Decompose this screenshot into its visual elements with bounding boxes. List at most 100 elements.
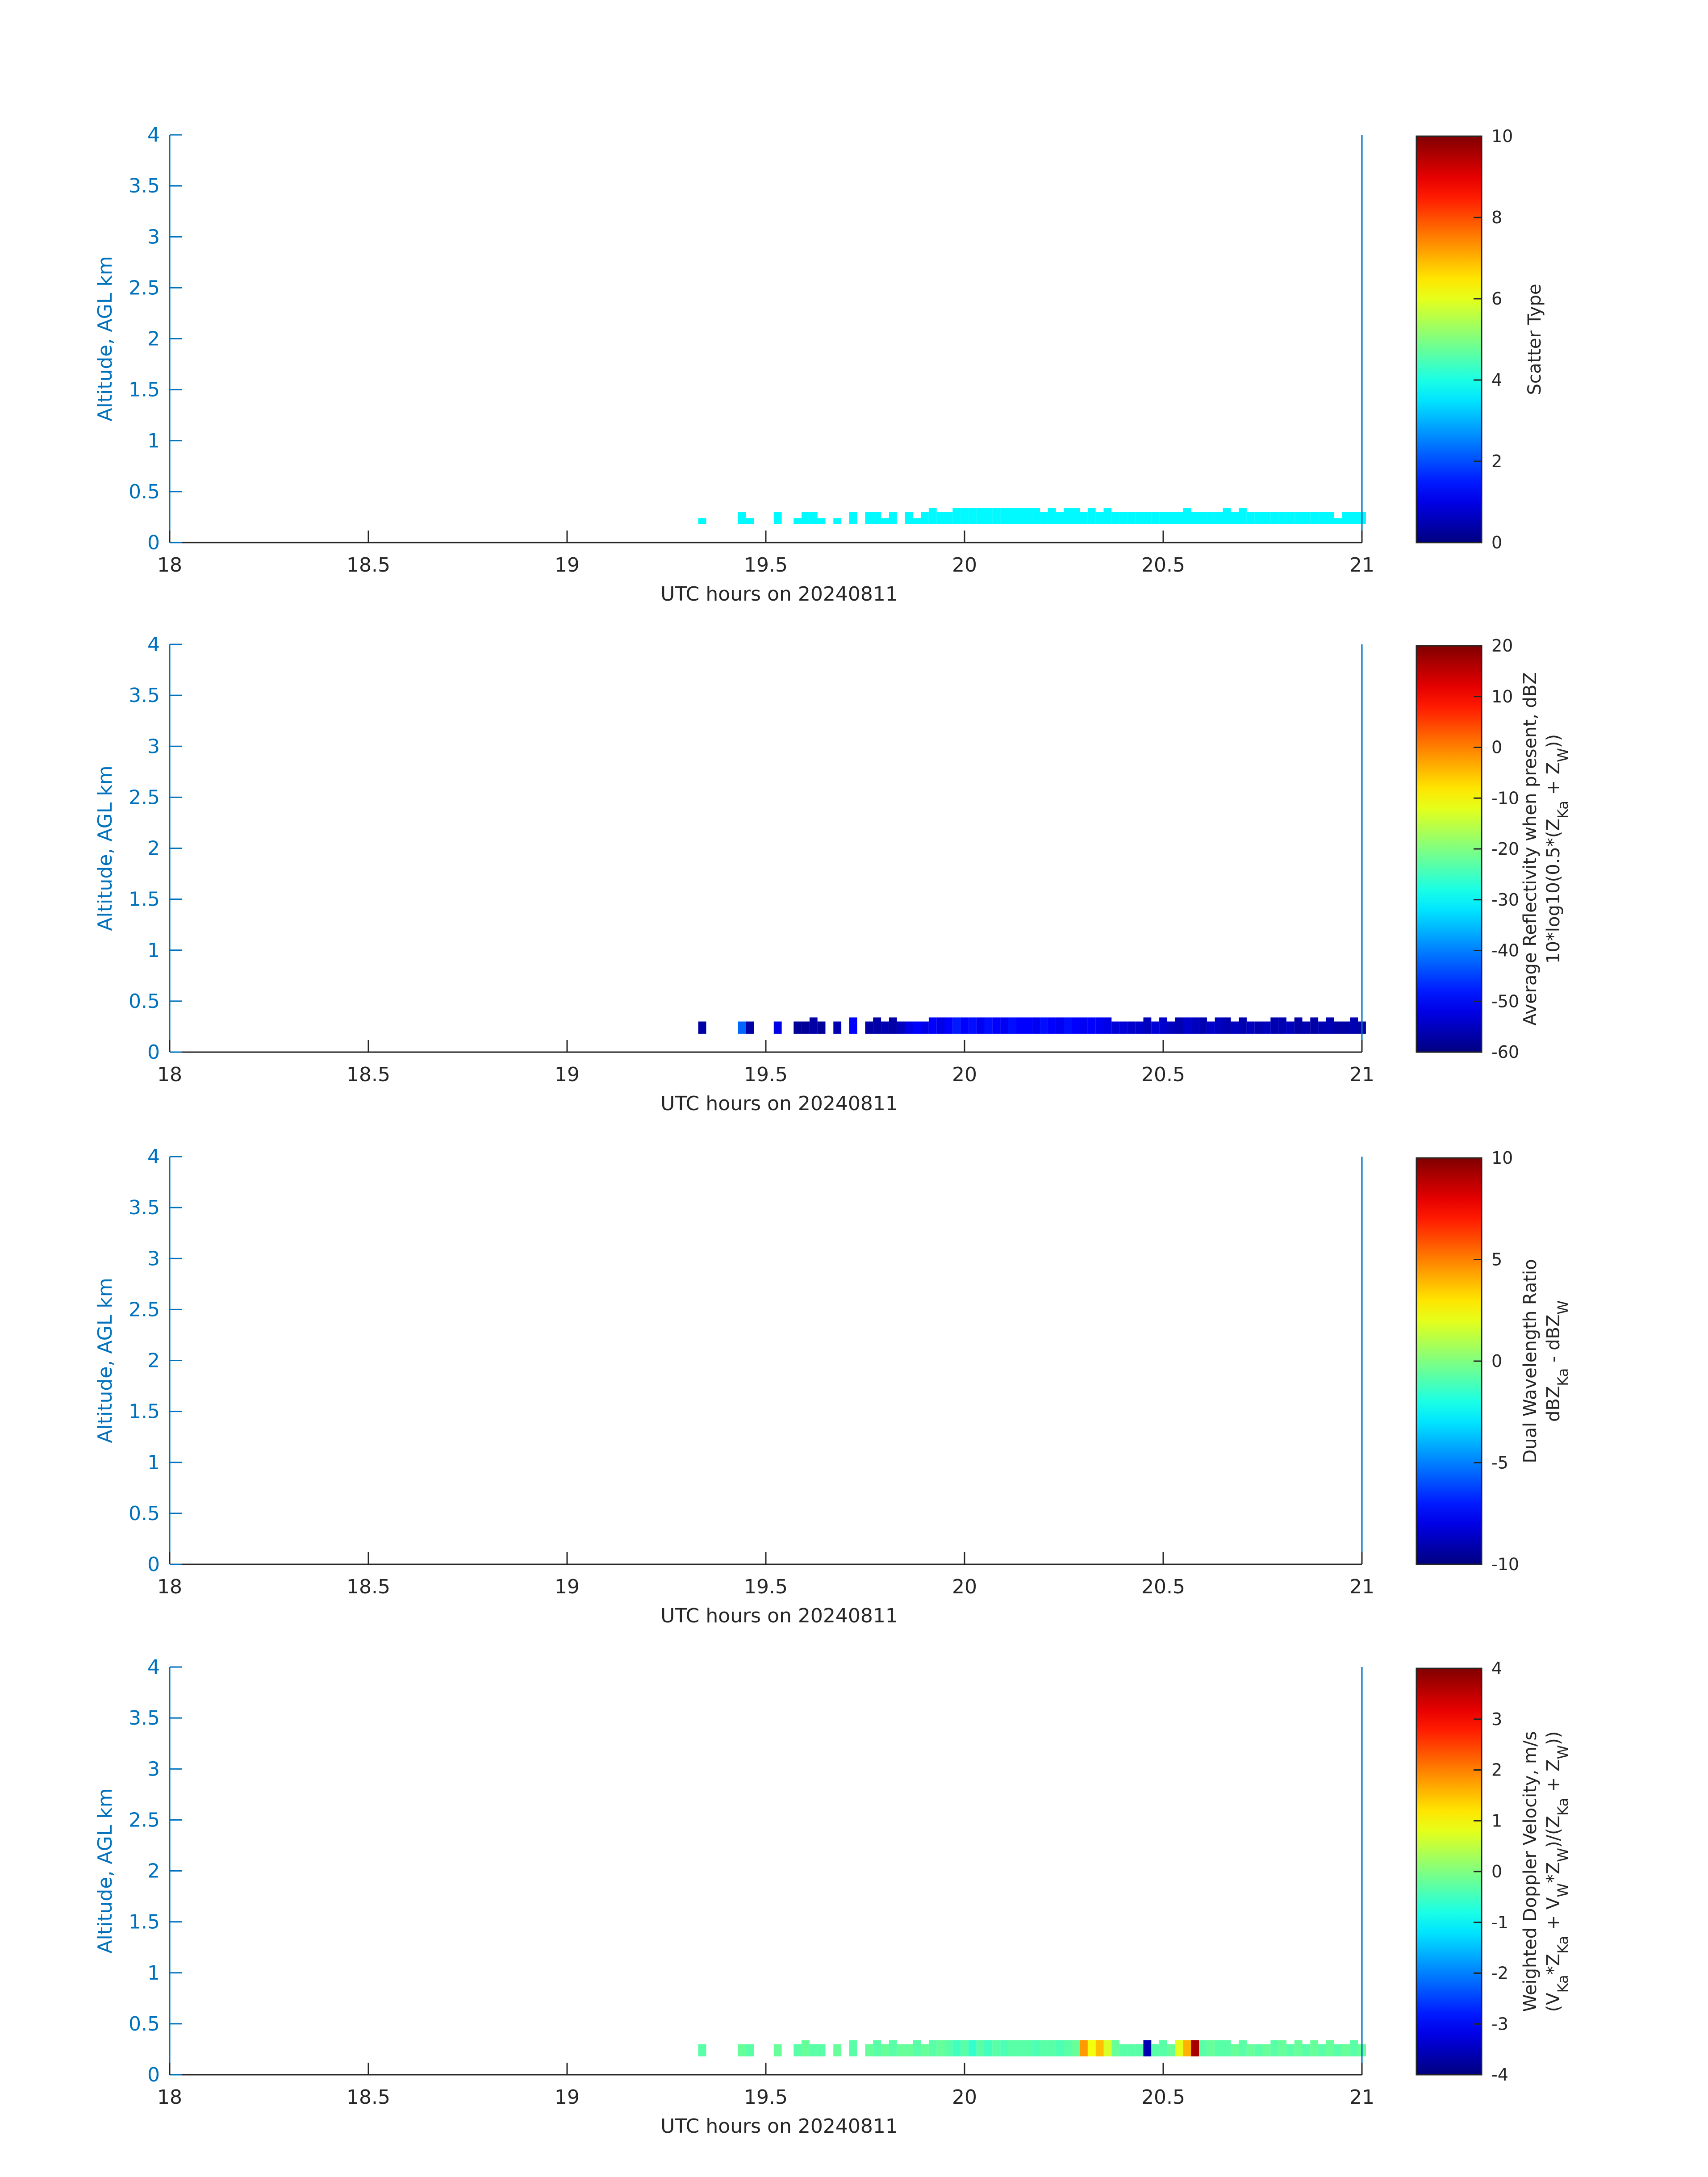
colorbar bbox=[1416, 645, 1482, 1053]
x-tick-label: 19.5 bbox=[744, 554, 788, 577]
data-cell bbox=[1175, 2040, 1183, 2056]
data-cell bbox=[1310, 2040, 1319, 2056]
data-cell bbox=[976, 508, 985, 524]
data-cell bbox=[1231, 512, 1239, 524]
y-tick-label: 2.5 bbox=[129, 1809, 160, 1831]
data-cell bbox=[1111, 2040, 1120, 2056]
data-cell bbox=[1072, 2040, 1080, 2056]
x-tick-label: 20 bbox=[952, 1575, 977, 1598]
data-cell bbox=[936, 512, 945, 524]
data-cell bbox=[984, 1017, 993, 1034]
data-cell bbox=[1087, 2040, 1096, 2056]
data-cell bbox=[992, 508, 1001, 524]
colorbar-tick-label: 10 bbox=[1491, 1148, 1513, 1168]
data-cell bbox=[1024, 508, 1032, 524]
data-cell bbox=[881, 1021, 889, 1034]
data-cell bbox=[944, 1017, 953, 1034]
colorbar-tick-label: 0 bbox=[1491, 1351, 1502, 1371]
x-tick-label: 19.5 bbox=[744, 2086, 788, 2109]
colorbar-tick-label: 0 bbox=[1491, 1862, 1502, 1881]
data-cell bbox=[1135, 512, 1144, 524]
data-cell bbox=[1223, 508, 1231, 524]
y-tick-label: 1.5 bbox=[129, 1911, 160, 1934]
y-tick-label: 0 bbox=[147, 1553, 160, 1576]
data-cell bbox=[1119, 512, 1128, 524]
y-tick-label: 1.5 bbox=[129, 1400, 160, 1423]
colorbar-tick-label: -30 bbox=[1491, 890, 1519, 910]
y-tick-label: 0.5 bbox=[129, 2013, 160, 2035]
data-cell bbox=[1254, 2044, 1263, 2056]
data-cell bbox=[1326, 2040, 1334, 2056]
data-cell bbox=[1080, 512, 1088, 524]
data-cell bbox=[1254, 512, 1263, 524]
data-cell bbox=[1016, 2040, 1024, 2056]
formula-part: + V bbox=[1543, 1897, 1564, 1936]
data-cell bbox=[921, 1021, 929, 1034]
data-cell bbox=[1143, 2040, 1152, 2056]
formula-part: 10*log10(0.5*(Z bbox=[1543, 819, 1564, 964]
data-cell bbox=[1302, 2044, 1311, 2056]
data-cell bbox=[1350, 512, 1358, 524]
data-cell bbox=[1342, 512, 1350, 524]
data-cell bbox=[944, 2040, 953, 2056]
data-cell bbox=[960, 2040, 969, 2056]
data-cell bbox=[1286, 2044, 1295, 2056]
data-cell bbox=[1143, 1017, 1152, 1034]
formula-part: Ka bbox=[1554, 1798, 1571, 1816]
data-cell bbox=[1334, 1021, 1342, 1034]
y-tick-label: 3 bbox=[147, 1758, 160, 1780]
colorbar-tick-label: 2 bbox=[1491, 451, 1502, 471]
data-cell bbox=[897, 1021, 905, 1034]
data-cell bbox=[1048, 508, 1056, 524]
x-tick-label: 18.5 bbox=[347, 1575, 390, 1598]
data-cell bbox=[1080, 1017, 1088, 1034]
colorbar bbox=[1416, 135, 1482, 543]
data-cell bbox=[793, 1021, 802, 1034]
data-cell bbox=[1310, 512, 1319, 524]
y-tick-label: 3.5 bbox=[129, 1196, 160, 1219]
data-cell bbox=[921, 512, 929, 524]
data-cell bbox=[944, 512, 953, 524]
y-tick-label: 0.5 bbox=[129, 1502, 160, 1525]
data-cell bbox=[905, 2044, 913, 2056]
data-cell bbox=[793, 2044, 802, 2056]
data-cell bbox=[833, 518, 842, 524]
data-cell bbox=[817, 2044, 826, 2056]
data-cell bbox=[1278, 512, 1286, 524]
y-tick-label: 2.5 bbox=[129, 786, 160, 809]
data-cell bbox=[921, 2044, 929, 2056]
data-cell bbox=[1231, 1021, 1239, 1034]
data-cell bbox=[698, 1021, 706, 1034]
data-cell bbox=[881, 2044, 889, 2056]
data-cell bbox=[873, 1017, 881, 1034]
y-tick-label: 1 bbox=[147, 430, 160, 452]
y-tick-label: 2 bbox=[147, 1350, 160, 1372]
data-cell bbox=[738, 2044, 746, 2056]
data-cell bbox=[889, 1017, 897, 1034]
y-tick-label: 0 bbox=[147, 531, 160, 554]
x-axis-label: UTC hours on 20240811 bbox=[660, 1605, 898, 1627]
data-cell bbox=[1223, 1017, 1231, 1034]
x-tick-label: 21 bbox=[1349, 1575, 1374, 1598]
data-cell bbox=[1103, 508, 1112, 524]
data-cell bbox=[1207, 512, 1215, 524]
data-cell bbox=[952, 2040, 961, 2056]
data-cell bbox=[905, 1021, 913, 1034]
y-tick-label: 4 bbox=[147, 1656, 160, 1679]
data-cell bbox=[1151, 1021, 1160, 1034]
data-cell bbox=[849, 2040, 857, 2056]
formula-part: W bbox=[1554, 1745, 1571, 1759]
x-tick-label: 19 bbox=[555, 2086, 580, 2109]
x-tick-label: 21 bbox=[1349, 1063, 1374, 1086]
data-cell bbox=[1215, 2040, 1223, 2056]
data-cell bbox=[1270, 512, 1279, 524]
colorbar-tick-label: -20 bbox=[1491, 839, 1519, 859]
data-cell bbox=[1199, 2040, 1207, 2056]
formula-part: *Z bbox=[1543, 1862, 1564, 1883]
data-cell bbox=[1087, 508, 1096, 524]
formula-part: + Z bbox=[1543, 762, 1564, 801]
formula-part: )/(Z bbox=[1543, 1816, 1564, 1848]
data-cell bbox=[1350, 2040, 1358, 2056]
data-cell bbox=[1127, 1021, 1136, 1034]
